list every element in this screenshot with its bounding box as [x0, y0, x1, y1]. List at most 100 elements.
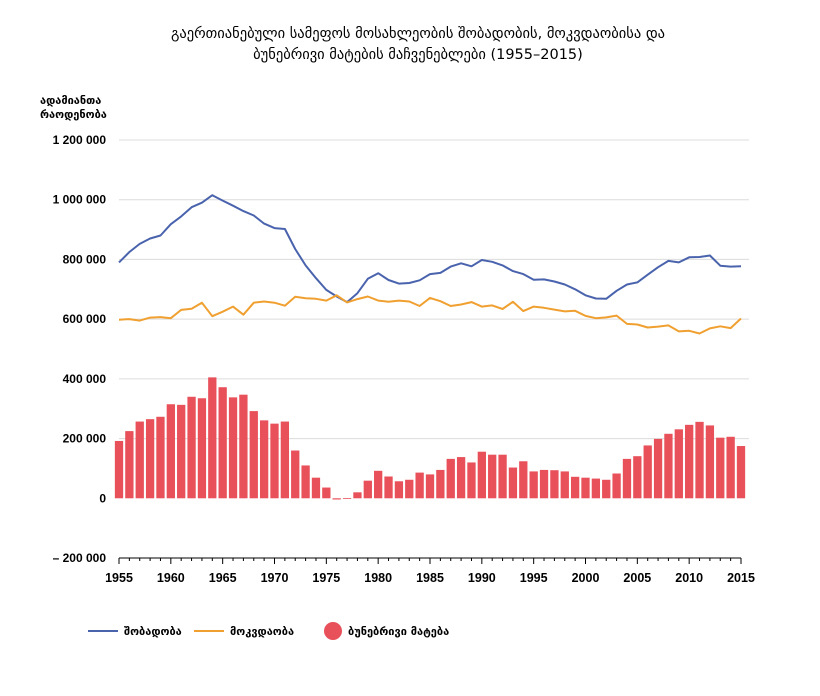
bar-natural-increase [125, 431, 134, 499]
x-tick-label: 2010 [675, 571, 703, 585]
y-axis-label-line-2: რაოდენობა [40, 108, 107, 121]
legend-label-births: შობადობა [124, 625, 182, 638]
bar-natural-increase [363, 480, 372, 499]
bar-natural-increase [156, 416, 165, 499]
bar-natural-increase [353, 492, 362, 499]
legend-swatch-natural-increase [324, 622, 342, 640]
y-tick-label: 1 200 000 [53, 133, 107, 147]
bar-natural-increase [612, 473, 621, 499]
bar-natural-increase [685, 424, 694, 499]
bar-natural-increase [177, 404, 186, 499]
x-tick-label: 1975 [312, 571, 340, 585]
y-tick-label: – 200 000 [53, 551, 107, 565]
chart-title-line-1: გაერთიანებული სამეფოს მოსახლეობის შობადო… [171, 25, 665, 42]
bar-natural-increase [519, 461, 528, 499]
bar-natural-increase [436, 469, 445, 499]
y-tick-labels: – 200 000 0 200 000 400 000 600 000 800 000 1 … [53, 133, 107, 565]
x-tick-label: 1995 [520, 571, 548, 585]
legend-label-deaths: მოკვდაობა [230, 625, 294, 638]
bar-natural-increase [674, 429, 683, 499]
natural-increase-bars [114, 377, 746, 500]
bar-natural-increase [301, 465, 310, 499]
series-lines [118, 194, 742, 335]
bar-natural-increase [208, 377, 217, 499]
y-tick-label: 1 000 000 [53, 193, 107, 207]
bar-natural-increase [695, 421, 704, 499]
x-tick-label: 1990 [468, 571, 496, 585]
bar-natural-increase [228, 397, 238, 499]
x-tick-label: 1955 [105, 571, 133, 585]
bar-natural-increase [488, 454, 497, 499]
bar-natural-increase [384, 476, 393, 499]
x-axis: 1955 1960 1965 1970 1975 1980 1985 1990 1995 2000… [105, 557, 755, 585]
bar-natural-increase [446, 458, 455, 499]
bar-natural-increase [633, 456, 642, 499]
bar-natural-increase [716, 437, 725, 499]
legend: შობადობა მოკვდაობა ბუნებრივი მატება [88, 622, 449, 640]
bar-natural-increase [705, 425, 715, 499]
bar-natural-increase [332, 498, 341, 500]
x-tick-label: 1970 [261, 571, 289, 585]
bar-natural-increase [259, 420, 269, 499]
x-tick-label: 2000 [572, 571, 600, 585]
bar-natural-increase [239, 394, 248, 499]
y-tick-label: 600 000 [63, 312, 107, 326]
y-axis-label-line-1: ადამიანთა [40, 94, 101, 107]
x-tick-label: 2005 [623, 571, 651, 585]
bar-natural-increase [591, 478, 601, 499]
bar-natural-increase [467, 462, 476, 499]
bar-natural-increase [322, 487, 331, 499]
bar-natural-increase [477, 451, 486, 499]
y-tick-label: 800 000 [63, 252, 107, 266]
bar-natural-increase [726, 436, 735, 499]
line-deaths [118, 294, 742, 335]
x-tick-label: 2015 [727, 571, 755, 585]
x-tick-label: 1960 [157, 571, 185, 585]
line-births [118, 194, 742, 304]
bar-natural-increase [291, 450, 300, 499]
bar-natural-increase [622, 458, 632, 499]
bar-natural-increase [456, 457, 466, 499]
bar-natural-increase [405, 479, 414, 499]
bar-natural-increase [394, 481, 404, 499]
chart-title-line-2: ბუნებრივი მატების მაჩვენებლები (1955–201… [253, 46, 583, 63]
bar-natural-increase [135, 421, 144, 499]
x-tick-label: 1980 [364, 571, 392, 585]
bar-natural-increase [664, 433, 673, 499]
bar-natural-increase [570, 476, 580, 499]
bar-natural-increase [166, 404, 175, 499]
bar-natural-increase [425, 474, 435, 499]
bar-natural-increase [529, 471, 538, 499]
bar-natural-increase [581, 477, 590, 499]
y-tick-label: 200 000 [63, 432, 107, 446]
bar-natural-increase [187, 396, 196, 499]
bar-natural-increase [374, 470, 383, 499]
bar-natural-increase [539, 469, 549, 499]
bar-natural-increase [653, 438, 663, 499]
bar-natural-increase [498, 454, 507, 499]
bar-natural-increase [415, 472, 424, 499]
bar-natural-increase [550, 470, 559, 499]
bar-natural-increase [197, 398, 207, 499]
bar-natural-increase [249, 411, 258, 499]
bar-natural-increase [218, 387, 227, 499]
bar-natural-increase [602, 479, 611, 499]
bar-natural-increase [114, 440, 124, 499]
bar-natural-increase [342, 497, 352, 499]
bar-natural-increase [311, 477, 321, 499]
bar-natural-increase [145, 419, 155, 499]
y-axis-label: ადამიანთა რაოდენობა [40, 94, 107, 121]
bar-natural-increase [280, 421, 290, 499]
bar-natural-increase [508, 467, 518, 499]
bar-natural-increase [270, 423, 279, 499]
bar-natural-increase [736, 446, 746, 499]
x-tick-label: 1985 [416, 571, 444, 585]
bar-natural-increase [643, 445, 652, 499]
gridlines [119, 139, 749, 440]
bar-natural-increase [560, 471, 569, 499]
y-tick-label: 400 000 [63, 372, 107, 386]
y-tick-label: 0 [99, 491, 106, 505]
legend-label-natural-increase: ბუნებრივი მატება [348, 625, 449, 638]
chart-title: გაერთიანებული სამეფოს მოსახლეობის შობადო… [171, 25, 665, 63]
